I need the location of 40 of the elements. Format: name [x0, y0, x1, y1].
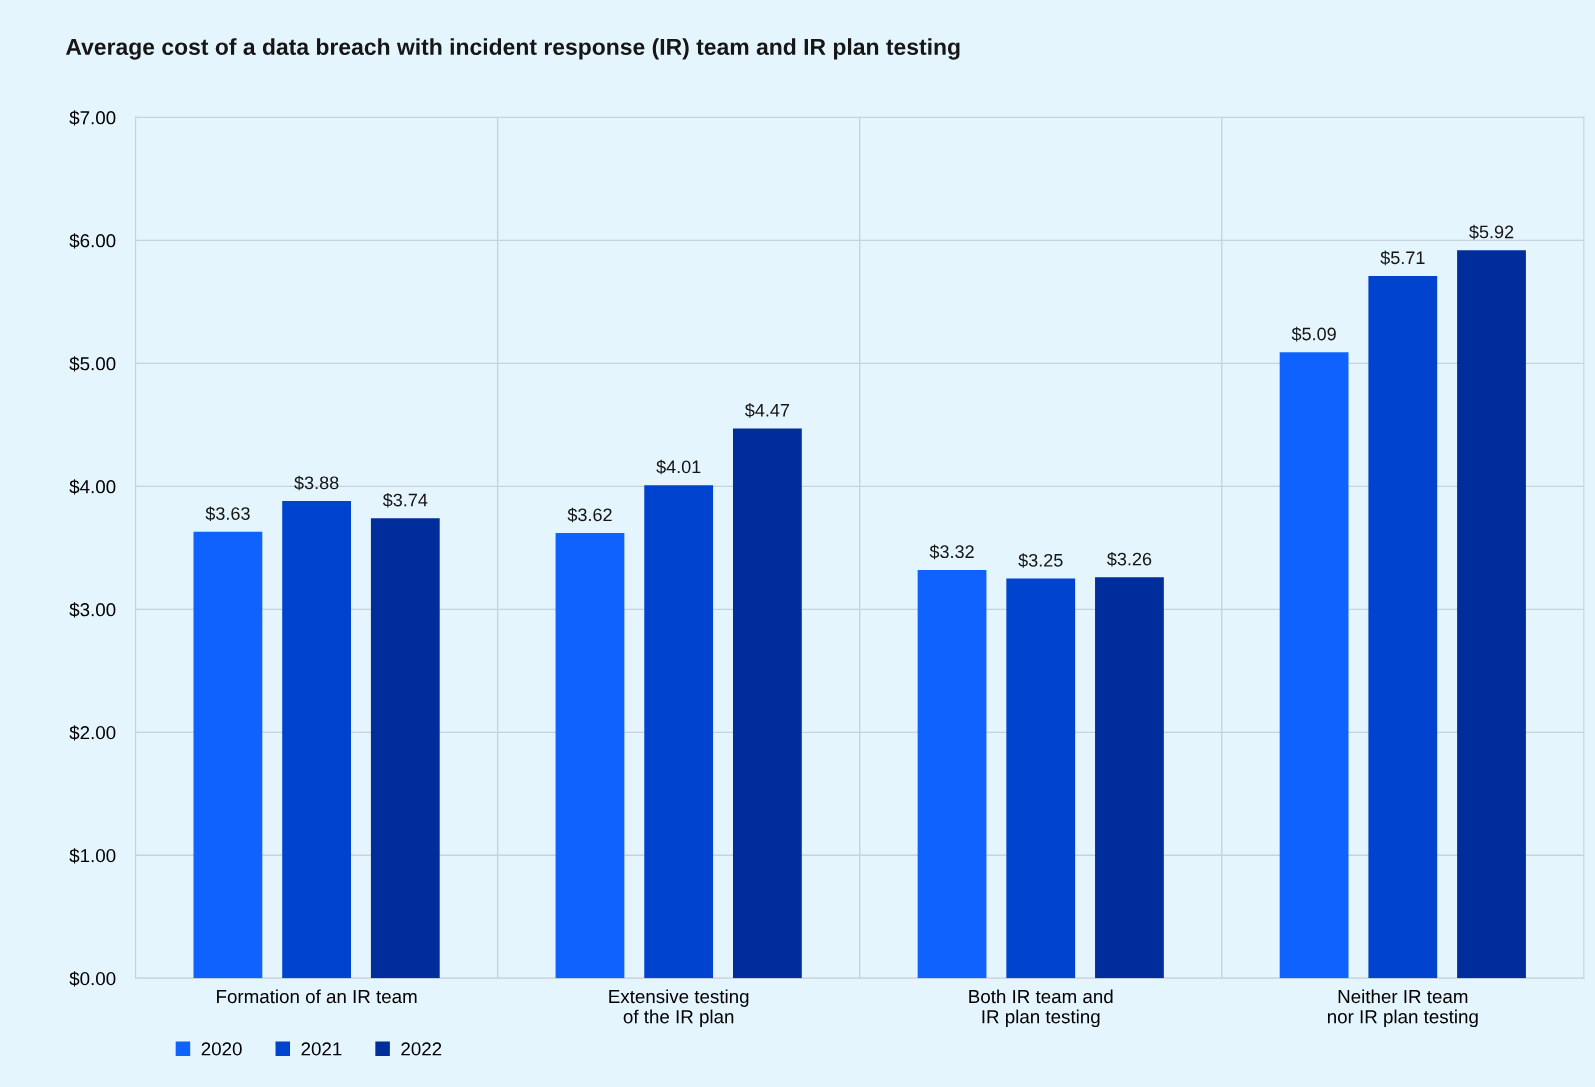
y-tick-label: $7.00: [69, 110, 116, 126]
x-tick-label: Extensive testing of the IR plan: [609, 989, 749, 1028]
bar: [1095, 577, 1164, 979]
y-tick-label: $5.00: [69, 356, 116, 372]
bar: [1368, 276, 1438, 979]
text: $3.26: [1107, 551, 1152, 567]
y-tick-label: $6.00: [69, 233, 116, 249]
bar: [282, 501, 351, 979]
text: $5.71: [1380, 250, 1425, 266]
text: $5.09: [1291, 326, 1336, 342]
text: $3.32: [929, 544, 974, 560]
text: $3.63: [205, 506, 250, 522]
legend-label: 2021: [301, 1042, 342, 1056]
x-tick-label: Neither IR team nor IR plan testing: [1327, 989, 1478, 1028]
text: $4.47: [744, 403, 790, 418]
y-tick-label: $4.00: [69, 479, 116, 495]
bar: [1457, 250, 1526, 979]
bar: [1006, 578, 1076, 979]
text: $3.25: [1018, 553, 1063, 568]
x-tick-label: Both IR team and IR plan testing: [969, 989, 1113, 1028]
y-tick-label: $0.00: [69, 971, 116, 987]
text: $3.62: [567, 507, 612, 523]
y-tick-label: $1.00: [69, 848, 116, 864]
bar: [370, 518, 440, 979]
text: $3.74: [382, 492, 428, 508]
text: $5.92: [1469, 224, 1514, 240]
bar: [193, 531, 263, 979]
y-tick-label: $2.00: [69, 725, 116, 741]
x-tick-label: Formation of an IR team: [217, 989, 417, 1004]
chart-title: Average cost of a data breach with incident response (IR) team and IR plan testing: [65, 38, 960, 60]
legend-label: 2022: [401, 1042, 442, 1056]
text: $4.01: [656, 459, 701, 475]
bar: [644, 485, 714, 979]
bar: [555, 533, 625, 979]
bar: [917, 569, 987, 979]
legend-label: 2020: [201, 1042, 242, 1056]
bar: [1279, 352, 1349, 979]
text: $3.88: [294, 475, 339, 491]
bar: [732, 428, 802, 979]
y-tick-label: $3.00: [69, 602, 116, 618]
